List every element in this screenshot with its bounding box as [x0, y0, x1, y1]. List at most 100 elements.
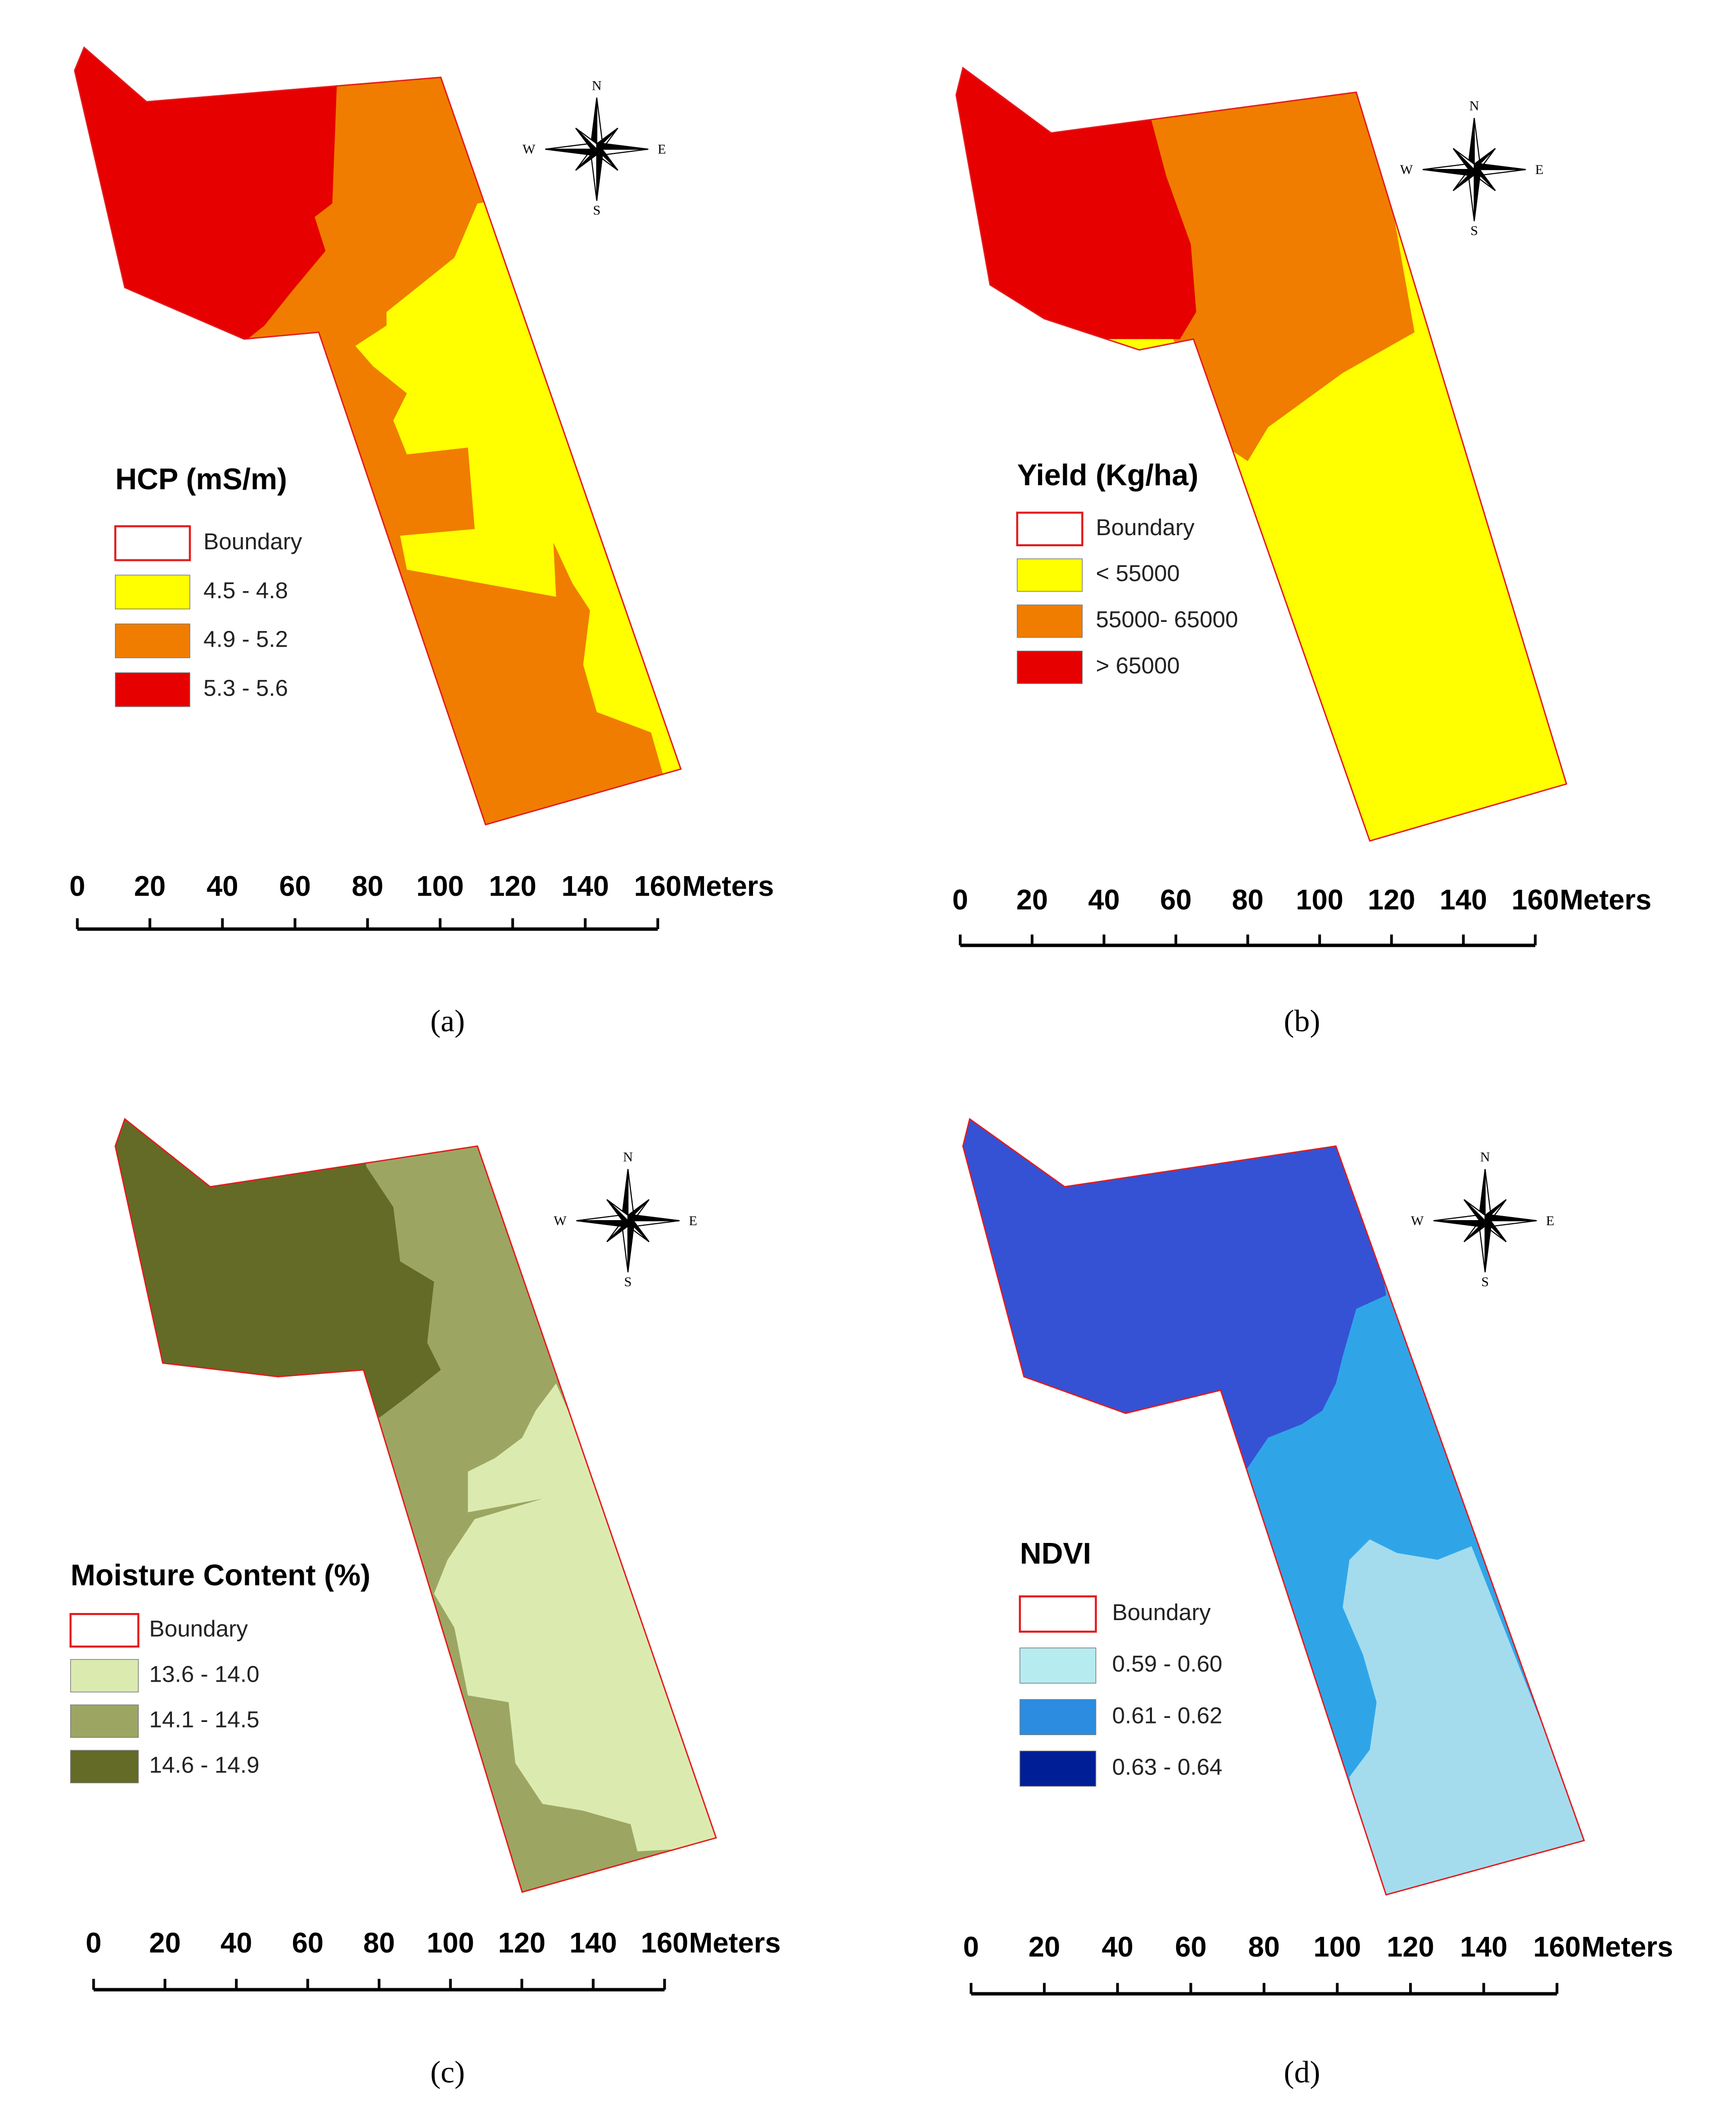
compass-s: S — [624, 1274, 632, 1289]
scale-label: 40 — [220, 1927, 252, 1959]
legend-label: 14.1 - 14.5 — [149, 1706, 260, 1732]
compass-point — [626, 1214, 680, 1222]
scale-label: 120 — [489, 870, 536, 902]
legend-swatch — [1017, 651, 1083, 684]
legend-swatch — [1019, 1699, 1096, 1735]
compass-point — [596, 148, 603, 201]
scale-label: 100 — [427, 1927, 474, 1959]
legend-swatch — [114, 525, 191, 561]
scale-label: 120 — [1368, 884, 1415, 915]
scale-label: 120 — [1387, 1931, 1434, 1963]
scale-label: 100 — [1296, 884, 1343, 915]
compass-point — [1473, 163, 1526, 170]
legend-title: Moisture Content (%) — [71, 1558, 371, 1592]
scale-label: 140 — [569, 1927, 617, 1959]
legend-swatch — [1016, 511, 1083, 547]
scale-label: 0 — [952, 884, 968, 915]
legend-label: Boundary — [149, 1616, 248, 1641]
legend-label: 0.63 - 0.64 — [1112, 1754, 1223, 1780]
compass-w: W — [1411, 1213, 1424, 1228]
legend-swatch — [1019, 1595, 1097, 1633]
field-boundary — [962, 1118, 1585, 1896]
scale-label: 160 — [1512, 884, 1559, 915]
scale-label: 140 — [1460, 1931, 1508, 1963]
compass-point — [1422, 169, 1476, 176]
scale-label: 0 — [963, 1931, 979, 1963]
compass: N S E W — [554, 1150, 697, 1289]
scale-label: 60 — [1175, 1931, 1207, 1963]
scale-label: 60 — [279, 870, 311, 902]
compass-point — [1433, 1220, 1487, 1227]
legend-swatch — [114, 623, 191, 658]
compass: N S E W — [523, 78, 666, 217]
legend-label: 4.9 - 5.2 — [203, 626, 288, 652]
legend-label: 14.6 - 14.9 — [149, 1752, 260, 1778]
legend-label: > 65000 — [1096, 653, 1180, 678]
legend-swatch — [70, 1704, 139, 1738]
legend-swatch — [69, 1613, 140, 1648]
scale-label: 20 — [1016, 884, 1048, 915]
zone — [434, 1383, 716, 1852]
scale-label: 60 — [292, 1927, 324, 1959]
scale-label: 160 — [641, 1927, 688, 1959]
legend-label: < 55000 — [1096, 560, 1180, 586]
compass-point — [576, 1220, 629, 1227]
legend-label: 4.5 - 4.8 — [203, 578, 288, 603]
zone — [115, 1119, 441, 1418]
zone — [956, 68, 1196, 339]
field-boundary — [114, 1118, 717, 1893]
compass-s: S — [1481, 1274, 1489, 1289]
field-boundary — [74, 46, 682, 826]
caption: (d) — [1284, 2055, 1320, 2089]
scale-label: 20 — [1028, 1931, 1060, 1963]
compass-w: W — [1400, 162, 1413, 177]
scale-unit: Meters — [1559, 884, 1651, 915]
scale-label: 40 — [1088, 884, 1120, 915]
compass-point — [1453, 148, 1475, 171]
field-boundary — [955, 67, 1568, 842]
compass-s: S — [593, 203, 601, 218]
caption: (b) — [1284, 1004, 1320, 1038]
legend-swatch — [1017, 558, 1083, 592]
scale-label: 40 — [207, 870, 239, 902]
compass-point — [545, 148, 598, 156]
compass-w: W — [523, 142, 536, 157]
compass-s: S — [1471, 223, 1478, 238]
scale-label: 160 — [634, 870, 681, 902]
compass-e: E — [658, 142, 666, 157]
scale-label: 80 — [352, 870, 383, 902]
legend-label: Boundary — [203, 529, 302, 554]
compass-point — [627, 1219, 634, 1273]
scale-unit: Meters — [682, 870, 774, 902]
legend-label: 0.59 - 0.60 — [1112, 1651, 1223, 1677]
scale-label: 20 — [134, 870, 166, 902]
compass: N S E W — [1400, 98, 1543, 238]
legend-swatch — [70, 1750, 139, 1784]
legend-label: 5.3 - 5.6 — [203, 675, 288, 701]
zone — [1343, 1539, 1584, 1895]
legend-title: Yield (Kg/ha) — [1017, 458, 1198, 492]
scale-unit: Meters — [1581, 1931, 1673, 1963]
compass-point — [1483, 1214, 1537, 1222]
legend-swatch — [1017, 604, 1083, 638]
legend-swatch — [1019, 1750, 1096, 1787]
compass: N S E W — [1411, 1150, 1554, 1289]
legend-swatch — [1019, 1647, 1096, 1684]
legend-swatch — [114, 575, 191, 610]
scale-unit: Meters — [689, 1927, 781, 1959]
compass-e: E — [1546, 1213, 1554, 1228]
compass-point — [1463, 1199, 1486, 1222]
legend-title: HCP (mS/m) — [115, 462, 287, 496]
scale-label: 80 — [1248, 1931, 1280, 1963]
compass-point — [606, 1199, 629, 1222]
zone — [74, 47, 339, 353]
compass-n: N — [1469, 98, 1479, 113]
compass-point — [1484, 1219, 1492, 1273]
compass-point — [595, 143, 649, 150]
scale-label: 140 — [1439, 884, 1487, 915]
scale-label: 40 — [1102, 1931, 1133, 1963]
scale-label: 0 — [86, 1927, 101, 1959]
caption: (a) — [430, 1004, 465, 1038]
